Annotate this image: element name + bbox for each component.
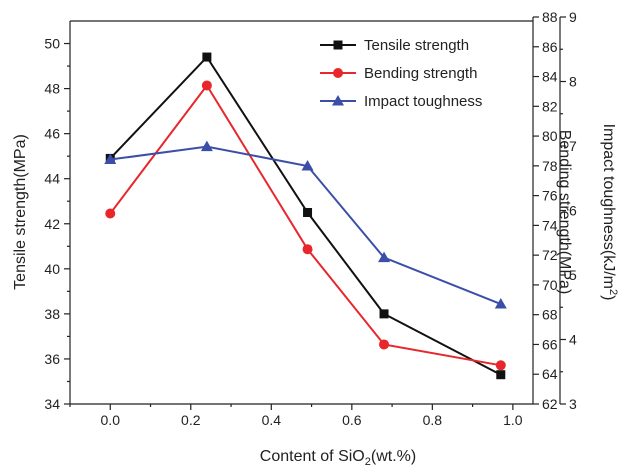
- impact-y-tick-label: 9: [569, 9, 577, 25]
- left-y-tick-label: 48: [44, 81, 60, 97]
- bending-y-tick-label: 66: [542, 336, 558, 352]
- left-y-tick-label: 34: [44, 396, 60, 412]
- bending-y-tick-label: 86: [542, 39, 558, 55]
- impact-y-tick-label: 4: [569, 332, 577, 348]
- x-axis-title-suffix: (wt.%): [371, 448, 416, 465]
- bending-strength-point: [302, 244, 313, 255]
- x-tick-label: 0.6: [342, 412, 362, 428]
- left-y-axis-title: Tensile strength(MPa): [12, 134, 29, 290]
- bending-y-tick-label: 80: [542, 128, 558, 144]
- left-y-tick-label: 50: [44, 36, 60, 52]
- bending-y-tick-label: 70: [542, 277, 558, 293]
- tensile-strength-point: [496, 370, 506, 380]
- impact-toughness-point: [200, 140, 213, 152]
- impact-toughness-point: [378, 251, 391, 263]
- x-axis-title-subscript: 2: [365, 456, 371, 468]
- left-y-tick-label: 40: [44, 261, 60, 277]
- bending-y-tick-label: 74: [542, 217, 558, 233]
- legend: Tensile strength Bending strength Impact t…: [320, 37, 482, 110]
- x-axis-title: Content of SiO2(wt.%): [260, 448, 416, 468]
- impact-axis-title: Impact toughness(kJ/m2): [600, 124, 619, 301]
- left-y-tick-label: 46: [44, 126, 60, 142]
- bending-y-tick-label: 68: [542, 307, 558, 323]
- left-y-tick-label: 42: [44, 216, 60, 232]
- x-tick-label: 1.0: [503, 412, 523, 428]
- tensile-strength-point: [303, 208, 313, 217]
- bending-y-tick-label: 84: [542, 69, 558, 85]
- bending-strength-point: [201, 80, 212, 91]
- bending-axis-title: Bending strength(MPa): [556, 130, 573, 295]
- bending-y-tick-label: 82: [542, 98, 558, 114]
- bending-y-tick-label: 72: [542, 247, 558, 263]
- x-tick-label: 0.0: [101, 412, 121, 428]
- bending-y-tick-label: 88: [542, 9, 558, 25]
- left-y-tick-label: 36: [44, 351, 60, 367]
- left-y-tick-label: 38: [44, 306, 60, 322]
- impact-axis-title-superscript: 2: [607, 289, 619, 295]
- legend-swatch-marker: [333, 68, 343, 78]
- tensile-strength-point: [202, 52, 212, 62]
- bending-strength-point: [105, 208, 116, 219]
- bending-strength-point: [379, 339, 390, 350]
- bending-strength-point: [495, 360, 506, 371]
- impact-y-tick-label: 8: [569, 74, 577, 90]
- impact-axis-title-suffix: ): [600, 295, 617, 300]
- impact-toughness-point: [301, 159, 314, 171]
- impact-y-tick-label: 3: [569, 396, 577, 412]
- axes-layer: 0.0 0.2 0.4 0.6 0.8 1.03436384042444648506264…: [44, 9, 577, 428]
- series-layer: [104, 52, 507, 380]
- bending-y-tick-label: 76: [542, 188, 558, 204]
- bending-y-tick-label: 78: [542, 158, 558, 174]
- x-tick-label: 0.2: [181, 412, 201, 428]
- legend-label-impact-toughness: Impact toughness: [364, 93, 482, 110]
- impact-y-tick-label: 6: [569, 203, 577, 219]
- tensile-strength-point: [379, 309, 389, 319]
- x-tick-label: 0.8: [423, 412, 443, 428]
- impact-toughness-point: [104, 153, 117, 165]
- bending-y-tick-label: 62: [542, 396, 558, 412]
- legend-swatch-marker: [333, 40, 343, 50]
- left-y-tick-label: 44: [44, 171, 60, 187]
- legend-swatch-marker: [332, 95, 344, 106]
- legend-label-tensile-strength: Tensile strength: [364, 37, 469, 54]
- x-axis-title-main: Content of SiO: [260, 448, 365, 465]
- impact-y-tick-label: 5: [569, 267, 577, 283]
- impact-toughness-point: [494, 298, 507, 309]
- impact-y-tick-label: 7: [569, 138, 577, 154]
- x-tick-label: 0.4: [262, 412, 282, 428]
- bending-strength-line: [109, 83, 501, 367]
- legend-label-bending-strength: Bending strength: [364, 65, 477, 82]
- bending-y-tick-label: 64: [542, 366, 558, 382]
- impact-axis-title-main: Impact toughness(kJ/m: [600, 124, 617, 289]
